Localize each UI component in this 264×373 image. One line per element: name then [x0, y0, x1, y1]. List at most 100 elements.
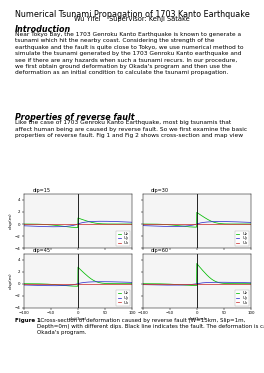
Uz: [249, 222, 252, 226]
Ux: [192, 222, 196, 226]
Uy: [193, 282, 196, 286]
Uz: [206, 217, 209, 222]
Ux: [22, 282, 25, 286]
Uz: [74, 284, 77, 288]
Uz: [195, 283, 198, 288]
Uy: [22, 283, 25, 287]
Uz: [200, 267, 203, 272]
Line: Uy: Uy: [143, 222, 251, 226]
Uy: [230, 219, 233, 224]
Ux: [111, 282, 114, 286]
Text: Introduction: Introduction: [15, 25, 71, 34]
Uy: [141, 282, 144, 287]
Uz: [141, 222, 144, 226]
Ux: [247, 282, 250, 286]
Uz: [87, 275, 90, 279]
Uz: [111, 222, 115, 226]
Uy: [81, 280, 84, 285]
Uy: [193, 223, 196, 227]
Uy: [101, 219, 104, 223]
Ux: [74, 222, 77, 226]
Ux: [205, 282, 209, 286]
Uy: [200, 281, 203, 285]
Line: Uz: Uz: [24, 267, 132, 286]
Uz: [22, 222, 25, 226]
Y-axis label: disp(m): disp(m): [9, 272, 13, 289]
Uz: [74, 284, 77, 288]
Ux: [200, 222, 203, 226]
Line: Uy: Uy: [143, 282, 251, 285]
Uz: [247, 222, 250, 226]
Uy: [171, 283, 174, 287]
Text: Cross-section of deformation caused by reverse fault (W=15km, Slip=1m,
Depth=0m): Cross-section of deformation caused by r…: [37, 318, 264, 335]
Uy: [206, 220, 209, 224]
Ux: [141, 222, 144, 226]
X-axis label: dist(km): dist(km): [69, 317, 87, 321]
Ux: [249, 282, 252, 286]
Uy: [200, 220, 203, 225]
Uy: [247, 280, 250, 285]
Uy: [87, 280, 90, 284]
Ux: [141, 282, 144, 286]
Uz: [200, 213, 203, 218]
Uz: [193, 225, 196, 229]
Legend: Uz, Uy, Ux: Uz, Uy, Ux: [116, 290, 130, 306]
Uz: [206, 273, 209, 278]
Uy: [101, 279, 104, 284]
Uz: [76, 284, 79, 288]
Ux: [130, 282, 134, 286]
Uy: [230, 280, 233, 285]
Uy: [52, 225, 55, 229]
Uy: [193, 282, 196, 286]
Uz: [74, 225, 77, 230]
Ux: [205, 222, 209, 226]
Uz: [76, 216, 79, 220]
Uz: [81, 270, 84, 274]
Legend: Uz, Uy, Ux: Uz, Uy, Ux: [235, 231, 249, 246]
X-axis label: dist(km): dist(km): [188, 317, 206, 321]
Y-axis label: disp(m): disp(m): [9, 213, 13, 229]
Ux: [128, 222, 131, 226]
Text: Near Tokyo Bay, the 1703 Genroku Kanto Earthquake is known to generate a
tsunami: Near Tokyo Bay, the 1703 Genroku Kanto E…: [15, 32, 243, 75]
Ux: [74, 282, 77, 286]
Uz: [81, 217, 84, 222]
Uy: [206, 280, 209, 285]
Uy: [193, 222, 196, 227]
Ux: [249, 222, 252, 226]
Ux: [81, 222, 84, 226]
Uz: [130, 222, 134, 226]
Uz: [247, 282, 250, 286]
Uy: [87, 220, 90, 224]
Uy: [74, 282, 77, 286]
Uy: [52, 283, 55, 288]
Uy: [219, 280, 223, 285]
Ux: [193, 222, 196, 226]
Line: Uz: Uz: [143, 263, 251, 285]
Uz: [130, 282, 134, 286]
Uz: [230, 281, 233, 286]
Ux: [111, 222, 114, 226]
Uz: [76, 225, 79, 230]
Ux: [193, 282, 196, 286]
Ux: [130, 222, 134, 226]
Ux: [230, 222, 233, 226]
Text: Figure 1: Figure 1: [15, 318, 40, 323]
Uy: [22, 223, 25, 228]
Ux: [87, 222, 90, 226]
Text: dip=15: dip=15: [32, 188, 50, 193]
Uy: [247, 220, 250, 225]
Text: dip=60: dip=60: [151, 248, 169, 253]
Ux: [81, 282, 84, 286]
Ux: [192, 282, 196, 286]
Line: Uy: Uy: [24, 282, 132, 286]
Uz: [128, 222, 131, 226]
Text: dip=30: dip=30: [151, 188, 169, 193]
Uz: [230, 222, 233, 226]
Uz: [195, 261, 198, 266]
Uy: [111, 280, 115, 284]
Uy: [141, 223, 144, 228]
Uy: [74, 223, 77, 227]
Uy: [249, 220, 252, 225]
Uy: [249, 280, 252, 285]
Text: Like the case of 1703 Genroku Kanto Earthquake, most big tsunamis that
affect hu: Like the case of 1703 Genroku Kanto Eart…: [15, 120, 247, 138]
